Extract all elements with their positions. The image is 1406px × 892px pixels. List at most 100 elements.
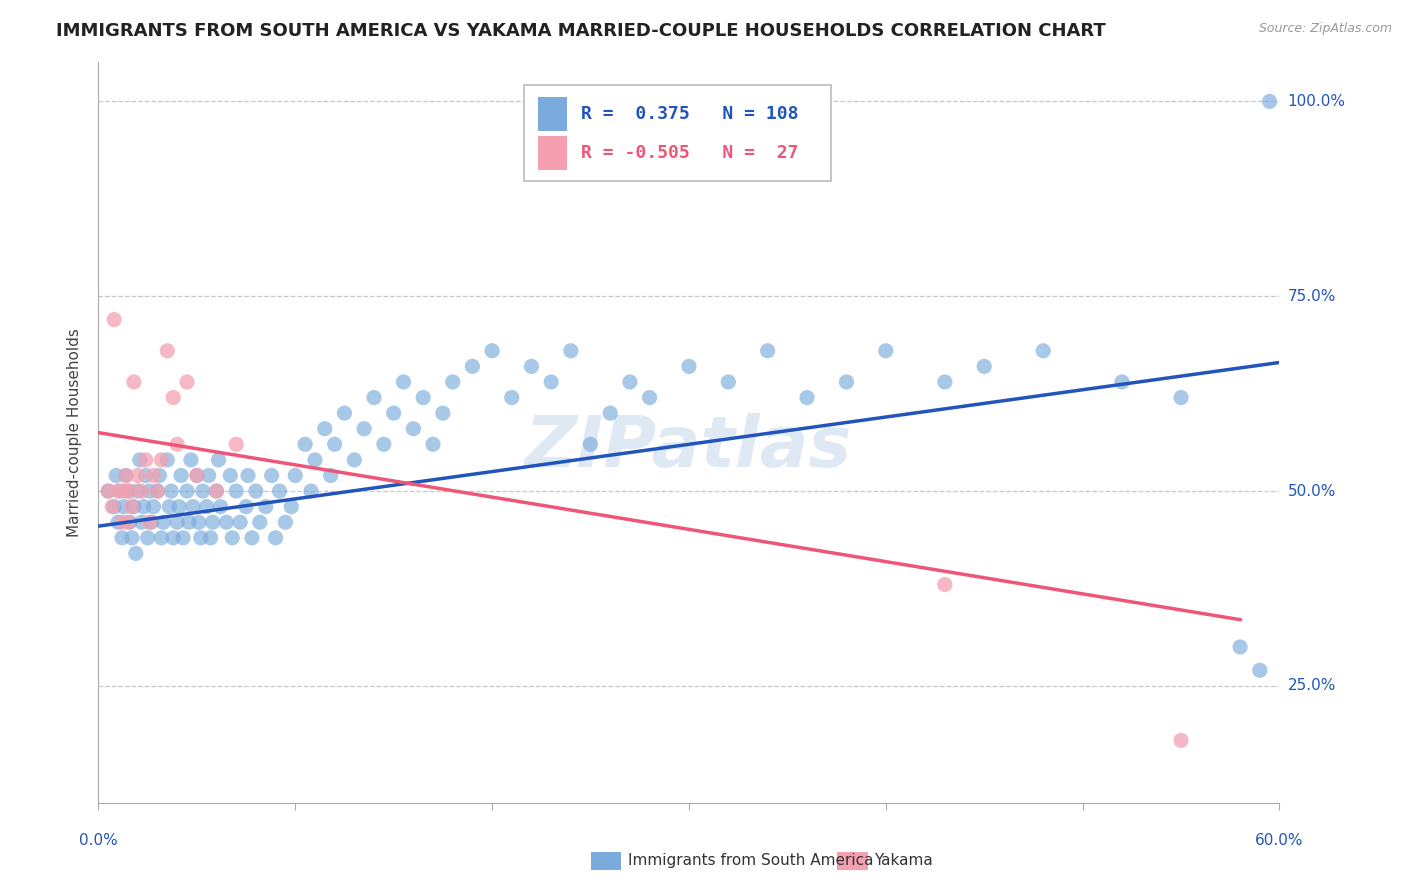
Point: [127, 468, 149, 483]
Point: [122, 500, 145, 514]
Point: [115, 468, 138, 483]
Point: [97, 484, 120, 499]
Point: [1258, 95, 1281, 109]
Point: [579, 437, 602, 451]
Point: [560, 343, 582, 358]
Point: [142, 500, 165, 514]
Point: [973, 359, 995, 374]
Point: [125, 546, 148, 560]
Point: [207, 453, 229, 467]
Point: [540, 375, 562, 389]
Point: [107, 515, 129, 529]
Point: [148, 468, 170, 483]
Point: [176, 484, 198, 499]
Point: [117, 484, 139, 499]
Point: [111, 515, 134, 529]
Point: [599, 406, 621, 420]
Point: [115, 468, 138, 483]
Text: 25.0%: 25.0%: [1288, 679, 1336, 693]
Text: 0.0%: 0.0%: [79, 833, 118, 848]
Point: [1229, 640, 1251, 654]
Point: [717, 375, 740, 389]
Point: [105, 468, 128, 483]
Point: [103, 500, 125, 514]
Point: [166, 515, 188, 529]
Point: [200, 531, 222, 545]
Point: [1170, 391, 1192, 405]
Point: [412, 391, 434, 405]
Point: [254, 500, 277, 514]
Point: [107, 484, 129, 499]
Point: [225, 437, 247, 451]
Point: [219, 468, 242, 483]
Point: [131, 515, 153, 529]
Point: [304, 453, 326, 467]
Point: [520, 359, 543, 374]
Point: [205, 484, 228, 499]
Point: [118, 484, 141, 499]
FancyBboxPatch shape: [537, 136, 567, 169]
Point: [1032, 343, 1054, 358]
Point: [190, 531, 212, 545]
Point: [146, 484, 169, 499]
Point: [501, 391, 523, 405]
Point: [382, 406, 405, 420]
Point: [135, 453, 157, 467]
Point: [186, 468, 208, 483]
Point: [127, 484, 149, 499]
Point: [122, 375, 145, 389]
Text: 60.0%: 60.0%: [1256, 833, 1303, 848]
Point: [284, 468, 307, 483]
Point: [167, 500, 190, 514]
Point: [835, 375, 858, 389]
Point: [319, 468, 342, 483]
Point: [314, 422, 336, 436]
Point: [135, 468, 157, 483]
Point: [157, 500, 180, 514]
Point: [294, 437, 316, 451]
Point: [97, 484, 120, 499]
Point: [128, 453, 150, 467]
Point: [141, 515, 163, 529]
Point: [111, 531, 134, 545]
Point: [118, 515, 141, 529]
Point: [432, 406, 454, 420]
Text: 50.0%: 50.0%: [1288, 483, 1336, 499]
Point: [186, 468, 208, 483]
Text: R = -0.505   N =  27: R = -0.505 N = 27: [582, 145, 799, 162]
Point: [619, 375, 641, 389]
Point: [103, 312, 125, 326]
FancyBboxPatch shape: [523, 85, 831, 181]
Point: [245, 484, 267, 499]
Point: [240, 531, 263, 545]
Point: [138, 484, 160, 499]
Point: [177, 515, 200, 529]
Point: [205, 484, 228, 499]
Point: [215, 515, 238, 529]
Point: [181, 500, 204, 514]
Text: 100.0%: 100.0%: [1288, 94, 1346, 109]
Point: [392, 375, 415, 389]
Point: [160, 484, 183, 499]
Point: [209, 500, 232, 514]
Point: [373, 437, 395, 451]
Point: [323, 437, 346, 451]
Point: [221, 531, 243, 545]
Point: [756, 343, 779, 358]
Point: [461, 359, 484, 374]
Point: [101, 500, 124, 514]
Point: [343, 453, 366, 467]
Point: [170, 468, 193, 483]
Text: Source: ZipAtlas.com: Source: ZipAtlas.com: [1258, 22, 1392, 36]
Point: [796, 391, 818, 405]
Point: [402, 422, 425, 436]
Point: [172, 531, 194, 545]
Point: [146, 484, 169, 499]
Point: [353, 422, 375, 436]
Point: [1111, 375, 1133, 389]
Point: [441, 375, 464, 389]
Point: [191, 484, 214, 499]
Point: [678, 359, 700, 374]
Point: [132, 500, 155, 514]
Point: [136, 531, 159, 545]
